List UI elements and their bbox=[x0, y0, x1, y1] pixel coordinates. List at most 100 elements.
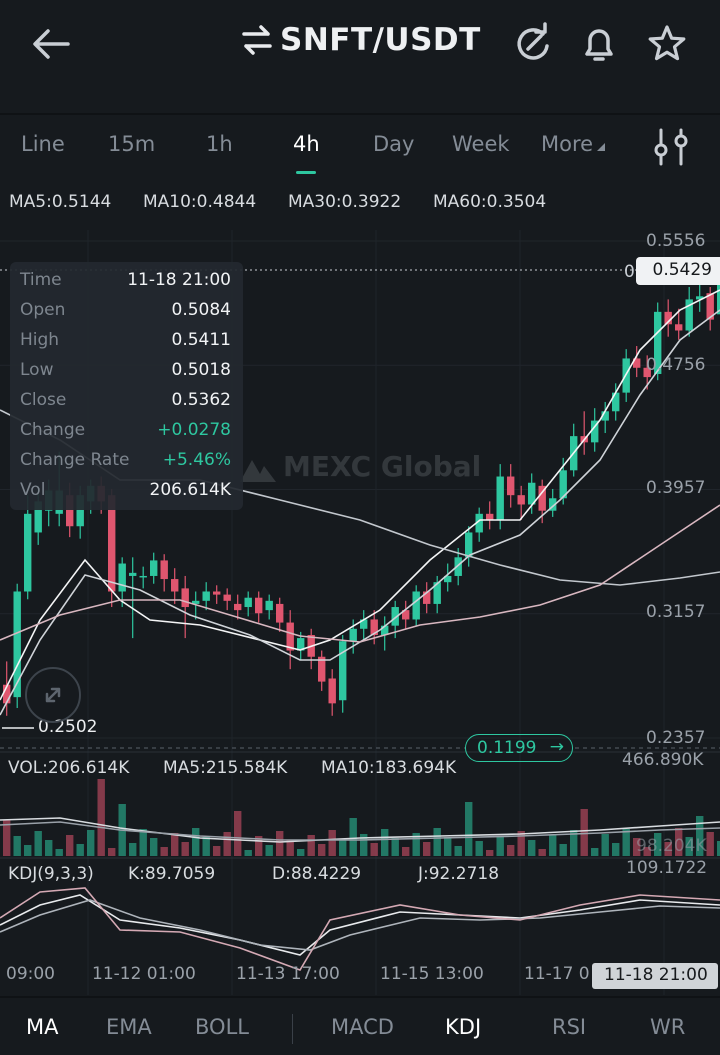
tab-boll[interactable]: BOLL bbox=[195, 1015, 249, 1039]
price-axis-label: 0.2357 bbox=[646, 728, 706, 748]
volume-bar bbox=[255, 836, 263, 856]
candle-body bbox=[108, 495, 116, 592]
tab-day[interactable]: Day bbox=[373, 132, 415, 156]
candle-body bbox=[423, 591, 431, 604]
expand-icon[interactable] bbox=[23, 665, 83, 725]
top-bar: SNFT/USDT bbox=[0, 0, 720, 90]
tab-4h[interactable]: 4h bbox=[293, 132, 320, 156]
info-row-change-rate: Change Rate +5.46% bbox=[20, 446, 231, 476]
candle-body bbox=[34, 501, 42, 533]
vol-ma5-line bbox=[0, 817, 720, 843]
bottom-divider bbox=[0, 996, 720, 998]
candle-body bbox=[192, 600, 200, 604]
time-axis-label: 11-12 01:00 bbox=[92, 964, 196, 984]
volume-bar bbox=[433, 828, 441, 856]
tab-wr[interactable]: WR bbox=[650, 1015, 686, 1039]
candle-body bbox=[265, 600, 273, 611]
tab-ma[interactable]: MA bbox=[26, 1015, 59, 1039]
candle-body bbox=[349, 628, 357, 642]
candle-body bbox=[66, 495, 74, 527]
volume-bar bbox=[528, 840, 536, 856]
volume-bar bbox=[643, 847, 651, 856]
info-row-high: High 0.5411 bbox=[20, 326, 231, 356]
arrow-left-icon[interactable] bbox=[28, 24, 74, 64]
ma5-value: MA5:0.5144 bbox=[9, 192, 112, 212]
candle-body bbox=[286, 622, 294, 651]
volume-bar bbox=[234, 811, 242, 856]
tab-macd[interactable]: MACD bbox=[331, 1015, 394, 1039]
volume-bar bbox=[171, 833, 179, 856]
current-price-value: 0.1199 bbox=[477, 738, 537, 758]
tab-1h[interactable]: 1h bbox=[206, 132, 233, 156]
info-row-vol: Vol 206.614K bbox=[20, 476, 231, 506]
volume-bar bbox=[307, 835, 315, 856]
tab-rsi[interactable]: RSI bbox=[552, 1015, 587, 1039]
current-price-pill[interactable]: 0.1199 → bbox=[465, 734, 573, 762]
info-value: 11-18 21:00 bbox=[127, 270, 231, 290]
settings-sliders-icon[interactable] bbox=[650, 128, 692, 166]
info-value: +5.46% bbox=[162, 450, 231, 470]
low-marker-line bbox=[2, 727, 34, 729]
tab-more[interactable]: More bbox=[541, 132, 606, 156]
volume-bar bbox=[24, 845, 32, 856]
candlestick-chart[interactable] bbox=[0, 0, 720, 1000]
kdj-d-line bbox=[0, 899, 720, 951]
candle-body bbox=[433, 582, 441, 604]
info-label: High bbox=[20, 330, 60, 350]
info-value: 206.614K bbox=[149, 480, 231, 500]
info-label: Vol bbox=[20, 480, 46, 500]
refresh-icon[interactable] bbox=[512, 22, 554, 66]
time-axis-label: 11-13 17:00 bbox=[236, 964, 340, 984]
candle-body bbox=[297, 638, 305, 651]
candle-body bbox=[643, 367, 651, 378]
volume-bar bbox=[622, 829, 630, 856]
candle-body bbox=[234, 603, 242, 611]
candle-body bbox=[465, 532, 473, 558]
volume-bar bbox=[276, 831, 284, 856]
vol-max-label: 466.890K bbox=[622, 750, 704, 770]
pair-selector[interactable]: SNFT/USDT bbox=[240, 22, 481, 58]
bell-icon[interactable] bbox=[578, 22, 620, 66]
volume-bar bbox=[601, 834, 609, 856]
tab-15m[interactable]: 15m bbox=[108, 132, 156, 156]
time-axis-label: 11-15 13:00 bbox=[380, 964, 484, 984]
volume-bar bbox=[139, 829, 147, 856]
candle-body bbox=[454, 557, 462, 576]
candle-body bbox=[633, 358, 641, 368]
tab-line[interactable]: Line bbox=[21, 132, 65, 156]
ma60-value: MA60:0.3504 bbox=[433, 192, 547, 212]
star-icon[interactable] bbox=[646, 22, 688, 66]
volume-bar bbox=[13, 836, 21, 856]
info-value: 0.5084 bbox=[171, 300, 231, 320]
tab-week[interactable]: Week bbox=[452, 132, 510, 156]
time-axis-label: 11-17 0 bbox=[524, 964, 590, 984]
candle-body bbox=[213, 591, 221, 595]
ma60-line bbox=[0, 504, 720, 643]
candle-body bbox=[601, 411, 609, 421]
volume-bar bbox=[244, 850, 252, 856]
candle-body bbox=[675, 324, 683, 331]
candle-body bbox=[118, 563, 126, 592]
candle-body bbox=[706, 293, 714, 320]
volume-bar bbox=[591, 848, 599, 856]
volume-bar bbox=[213, 846, 221, 856]
volume-bar bbox=[444, 837, 452, 856]
info-label: Close bbox=[20, 390, 67, 410]
info-label: Change Rate bbox=[20, 450, 130, 470]
candle-body bbox=[612, 392, 620, 412]
volume-bar bbox=[160, 847, 168, 856]
candle-body bbox=[76, 495, 84, 527]
tab-ema[interactable]: EMA bbox=[106, 1015, 152, 1039]
volume-bar bbox=[696, 816, 704, 856]
info-row-low: Low 0.5018 bbox=[20, 356, 231, 386]
info-value: 0.5411 bbox=[171, 330, 231, 350]
tab-divider bbox=[292, 1014, 293, 1044]
watermark: MEXC Global bbox=[238, 450, 508, 486]
volume-bar bbox=[675, 828, 683, 856]
candle-body bbox=[528, 482, 536, 505]
candle-body bbox=[318, 656, 326, 682]
volume-bar bbox=[465, 802, 473, 856]
caret-down-icon bbox=[597, 143, 606, 151]
tab-kdj[interactable]: KDJ bbox=[445, 1015, 482, 1039]
price-axis-label: 0.5556 bbox=[646, 231, 706, 251]
